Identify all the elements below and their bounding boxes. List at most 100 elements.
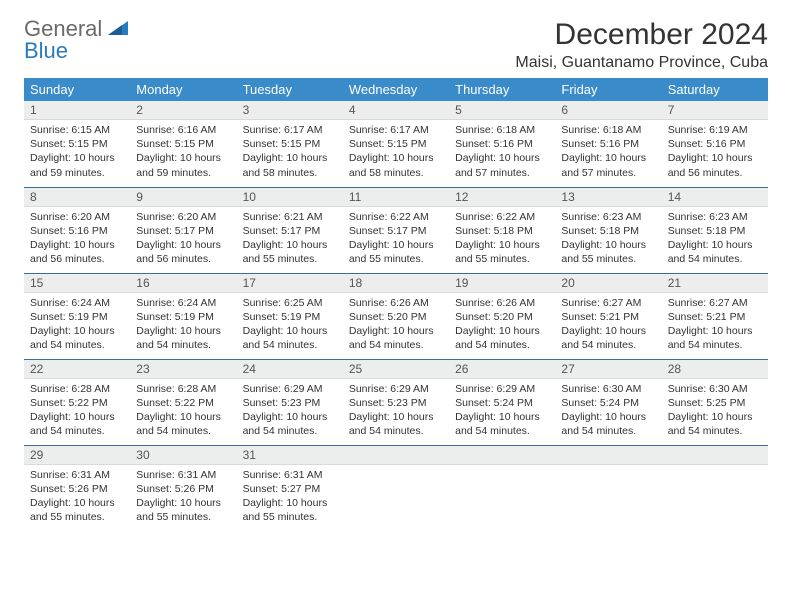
daylight-text: Daylight: 10 hours and 54 minutes. <box>243 324 337 352</box>
sunrise-text: Sunrise: 6:30 AM <box>668 382 762 396</box>
sunrise-text: Sunrise: 6:17 AM <box>243 123 337 137</box>
daylight-text: Daylight: 10 hours and 54 minutes. <box>30 410 124 438</box>
daylight-text: Daylight: 10 hours and 54 minutes. <box>561 410 655 438</box>
day-body <box>343 465 449 515</box>
calendar-cell: 20Sunrise: 6:27 AMSunset: 5:21 PMDayligh… <box>555 273 661 359</box>
sunset-text: Sunset: 5:16 PM <box>455 137 549 151</box>
day-body: Sunrise: 6:31 AMSunset: 5:27 PMDaylight:… <box>237 465 343 529</box>
day-body: Sunrise: 6:16 AMSunset: 5:15 PMDaylight:… <box>130 120 236 184</box>
logo-word2: Blue <box>24 38 68 63</box>
day-number: 21 <box>662 274 768 293</box>
day-number: 9 <box>130 188 236 207</box>
day-number: 6 <box>555 101 661 120</box>
sunrise-text: Sunrise: 6:22 AM <box>349 210 443 224</box>
daylight-text: Daylight: 10 hours and 54 minutes. <box>30 324 124 352</box>
day-body: Sunrise: 6:22 AMSunset: 5:18 PMDaylight:… <box>449 207 555 271</box>
sunrise-text: Sunrise: 6:27 AM <box>561 296 655 310</box>
sunset-text: Sunset: 5:17 PM <box>349 224 443 238</box>
calendar-cell: 25Sunrise: 6:29 AMSunset: 5:23 PMDayligh… <box>343 359 449 445</box>
sunset-text: Sunset: 5:20 PM <box>349 310 443 324</box>
calendar-cell: 8Sunrise: 6:20 AMSunset: 5:16 PMDaylight… <box>24 187 130 273</box>
day-body: Sunrise: 6:29 AMSunset: 5:23 PMDaylight:… <box>343 379 449 443</box>
calendar-cell <box>662 445 768 531</box>
day-body: Sunrise: 6:26 AMSunset: 5:20 PMDaylight:… <box>449 293 555 357</box>
sunset-text: Sunset: 5:17 PM <box>243 224 337 238</box>
sunset-text: Sunset: 5:16 PM <box>561 137 655 151</box>
calendar-cell: 28Sunrise: 6:30 AMSunset: 5:25 PMDayligh… <box>662 359 768 445</box>
day-body: Sunrise: 6:20 AMSunset: 5:17 PMDaylight:… <box>130 207 236 271</box>
day-body: Sunrise: 6:26 AMSunset: 5:20 PMDaylight:… <box>343 293 449 357</box>
daylight-text: Daylight: 10 hours and 54 minutes. <box>668 410 762 438</box>
sunrise-text: Sunrise: 6:20 AM <box>136 210 230 224</box>
daylight-text: Daylight: 10 hours and 55 minutes. <box>136 496 230 524</box>
day-header: Tuesday <box>237 78 343 101</box>
day-number: 29 <box>24 446 130 465</box>
daylight-text: Daylight: 10 hours and 55 minutes. <box>349 238 443 266</box>
day-body: Sunrise: 6:27 AMSunset: 5:21 PMDaylight:… <box>555 293 661 357</box>
day-body: Sunrise: 6:20 AMSunset: 5:16 PMDaylight:… <box>24 207 130 271</box>
day-body: Sunrise: 6:18 AMSunset: 5:16 PMDaylight:… <box>449 120 555 184</box>
daylight-text: Daylight: 10 hours and 57 minutes. <box>455 151 549 179</box>
sunset-text: Sunset: 5:21 PM <box>561 310 655 324</box>
sunset-text: Sunset: 5:18 PM <box>561 224 655 238</box>
calendar-cell: 15Sunrise: 6:24 AMSunset: 5:19 PMDayligh… <box>24 273 130 359</box>
daylight-text: Daylight: 10 hours and 58 minutes. <box>243 151 337 179</box>
calendar-cell: 6Sunrise: 6:18 AMSunset: 5:16 PMDaylight… <box>555 101 661 187</box>
day-number: 23 <box>130 360 236 379</box>
day-header: Friday <box>555 78 661 101</box>
sunset-text: Sunset: 5:17 PM <box>136 224 230 238</box>
day-number: 16 <box>130 274 236 293</box>
day-header: Monday <box>130 78 236 101</box>
day-number: 22 <box>24 360 130 379</box>
day-number: 27 <box>555 360 661 379</box>
calendar-cell: 5Sunrise: 6:18 AMSunset: 5:16 PMDaylight… <box>449 101 555 187</box>
calendar-cell: 21Sunrise: 6:27 AMSunset: 5:21 PMDayligh… <box>662 273 768 359</box>
logo: General Blue <box>24 18 130 62</box>
calendar-cell <box>343 445 449 531</box>
sunset-text: Sunset: 5:19 PM <box>136 310 230 324</box>
sunrise-text: Sunrise: 6:29 AM <box>243 382 337 396</box>
calendar-cell: 31Sunrise: 6:31 AMSunset: 5:27 PMDayligh… <box>237 445 343 531</box>
calendar-cell: 4Sunrise: 6:17 AMSunset: 5:15 PMDaylight… <box>343 101 449 187</box>
sunrise-text: Sunrise: 6:31 AM <box>243 468 337 482</box>
sunrise-text: Sunrise: 6:16 AM <box>136 123 230 137</box>
sunrise-text: Sunrise: 6:15 AM <box>30 123 124 137</box>
calendar-cell <box>555 445 661 531</box>
calendar-cell: 9Sunrise: 6:20 AMSunset: 5:17 PMDaylight… <box>130 187 236 273</box>
sunset-text: Sunset: 5:26 PM <box>136 482 230 496</box>
calendar-cell: 11 Sunrise: 6:22 AMSunset: 5:17 PMDayligh… <box>343 187 449 273</box>
sunset-text: Sunset: 5:23 PM <box>349 396 443 410</box>
day-number: 26 <box>449 360 555 379</box>
sunrise-text: Sunrise: 6:21 AM <box>243 210 337 224</box>
day-body: Sunrise: 6:24 AMSunset: 5:19 PMDaylight:… <box>130 293 236 357</box>
day-body <box>449 465 555 515</box>
calendar-cell: 22Sunrise: 6:28 AMSunset: 5:22 PMDayligh… <box>24 359 130 445</box>
day-number: 2 <box>130 101 236 120</box>
daylight-text: Daylight: 10 hours and 55 minutes. <box>30 496 124 524</box>
day-body: Sunrise: 6:18 AMSunset: 5:16 PMDaylight:… <box>555 120 661 184</box>
day-number: 13 <box>555 188 661 207</box>
day-body <box>662 465 768 515</box>
calendar-row: 22Sunrise: 6:28 AMSunset: 5:22 PMDayligh… <box>24 359 768 445</box>
day-number: 15 <box>24 274 130 293</box>
day-body: Sunrise: 6:31 AMSunset: 5:26 PMDaylight:… <box>24 465 130 529</box>
daylight-text: Daylight: 10 hours and 56 minutes. <box>30 238 124 266</box>
sunset-text: Sunset: 5:15 PM <box>349 137 443 151</box>
sunset-text: Sunset: 5:27 PM <box>243 482 337 496</box>
day-header: Wednesday <box>343 78 449 101</box>
calendar-cell: 17Sunrise: 6:25 AMSunset: 5:19 PMDayligh… <box>237 273 343 359</box>
day-number: 19 <box>449 274 555 293</box>
day-number: 11 <box>343 188 449 207</box>
sunset-text: Sunset: 5:25 PM <box>668 396 762 410</box>
sunset-text: Sunset: 5:21 PM <box>668 310 762 324</box>
calendar-cell: 30Sunrise: 6:31 AMSunset: 5:26 PMDayligh… <box>130 445 236 531</box>
sunrise-text: Sunrise: 6:30 AM <box>561 382 655 396</box>
day-number: 1 <box>24 101 130 120</box>
sunset-text: Sunset: 5:26 PM <box>30 482 124 496</box>
day-body: Sunrise: 6:17 AMSunset: 5:15 PMDaylight:… <box>237 120 343 184</box>
month-title: December 2024 <box>515 18 768 52</box>
sunrise-text: Sunrise: 6:24 AM <box>30 296 124 310</box>
day-body: Sunrise: 6:29 AMSunset: 5:24 PMDaylight:… <box>449 379 555 443</box>
day-body: Sunrise: 6:25 AMSunset: 5:19 PMDaylight:… <box>237 293 343 357</box>
day-number: 17 <box>237 274 343 293</box>
